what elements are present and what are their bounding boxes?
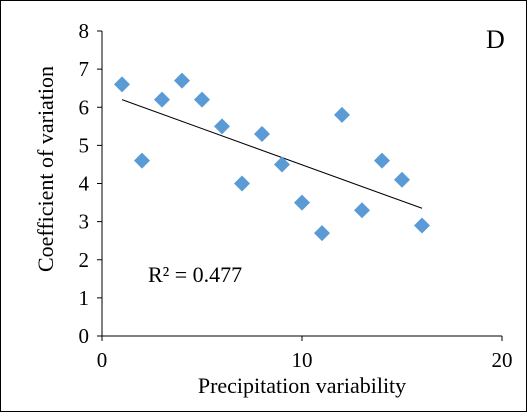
- data-point: [214, 118, 230, 135]
- data-point: [314, 225, 330, 242]
- data-points: [114, 72, 430, 242]
- data-point: [254, 125, 270, 142]
- y-tick-label: 4: [79, 172, 90, 196]
- panel-label: D: [486, 25, 505, 54]
- y-tick-label: 1: [79, 286, 90, 310]
- data-point: [354, 202, 370, 219]
- tick-marks: [97, 30, 503, 341]
- x-tick-label: 20: [492, 348, 513, 372]
- axes: [101, 31, 502, 337]
- data-point: [234, 175, 250, 192]
- data-point: [414, 217, 430, 234]
- y-tick-label: 0: [79, 324, 90, 348]
- data-point: [334, 106, 350, 123]
- y-tick-label: 5: [79, 133, 90, 157]
- data-point: [274, 156, 290, 173]
- x-axis-title: Precipitation variability: [198, 373, 406, 398]
- r-squared-annotation: R² = 0.477: [148, 262, 242, 287]
- data-point: [394, 171, 410, 188]
- y-tick-label: 6: [79, 95, 90, 119]
- data-point: [194, 91, 210, 108]
- data-point: [374, 152, 390, 169]
- x-tick-label: 0: [97, 348, 108, 372]
- y-tick-label: 3: [79, 210, 90, 234]
- y-tick-label: 2: [79, 248, 90, 272]
- y-tick-label: 7: [79, 57, 90, 81]
- data-point: [154, 91, 170, 108]
- data-point: [114, 76, 130, 93]
- trendline: [121, 99, 423, 209]
- data-point: [174, 72, 190, 89]
- y-tick-label: 8: [79, 19, 90, 43]
- data-point: [294, 194, 310, 211]
- x-tick-label: 10: [292, 348, 313, 372]
- y-axis-title: Coefficient of variation: [33, 66, 58, 272]
- tick-labels: 0 1 2 3 4 5 6 7 8 0 10 20: [79, 19, 513, 372]
- data-point: [134, 152, 150, 169]
